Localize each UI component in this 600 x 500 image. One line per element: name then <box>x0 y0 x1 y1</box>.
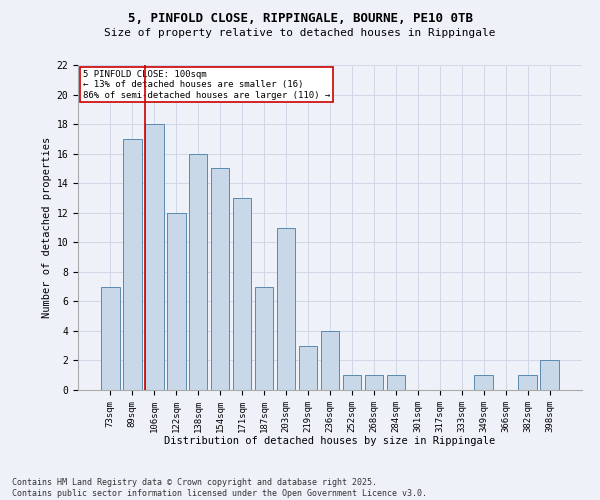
Bar <box>343 375 361 390</box>
Bar <box>211 168 229 390</box>
Bar <box>365 375 383 390</box>
Bar <box>320 331 340 390</box>
Bar <box>167 212 185 390</box>
X-axis label: Distribution of detached houses by size in Rippingale: Distribution of detached houses by size … <box>164 436 496 446</box>
Bar <box>233 198 251 390</box>
Bar <box>123 139 142 390</box>
Bar <box>277 228 295 390</box>
Bar <box>255 286 274 390</box>
Bar <box>101 286 119 390</box>
Bar <box>475 375 493 390</box>
Bar <box>386 375 405 390</box>
Bar <box>189 154 208 390</box>
Text: 5, PINFOLD CLOSE, RIPPINGALE, BOURNE, PE10 0TB: 5, PINFOLD CLOSE, RIPPINGALE, BOURNE, PE… <box>128 12 473 26</box>
Bar <box>145 124 164 390</box>
Text: Size of property relative to detached houses in Rippingale: Size of property relative to detached ho… <box>104 28 496 38</box>
Text: Contains HM Land Registry data © Crown copyright and database right 2025.
Contai: Contains HM Land Registry data © Crown c… <box>12 478 427 498</box>
Bar <box>518 375 537 390</box>
Text: 5 PINFOLD CLOSE: 100sqm
← 13% of detached houses are smaller (16)
86% of semi-de: 5 PINFOLD CLOSE: 100sqm ← 13% of detache… <box>83 70 330 100</box>
Bar <box>299 346 317 390</box>
Bar <box>541 360 559 390</box>
Y-axis label: Number of detached properties: Number of detached properties <box>43 137 52 318</box>
